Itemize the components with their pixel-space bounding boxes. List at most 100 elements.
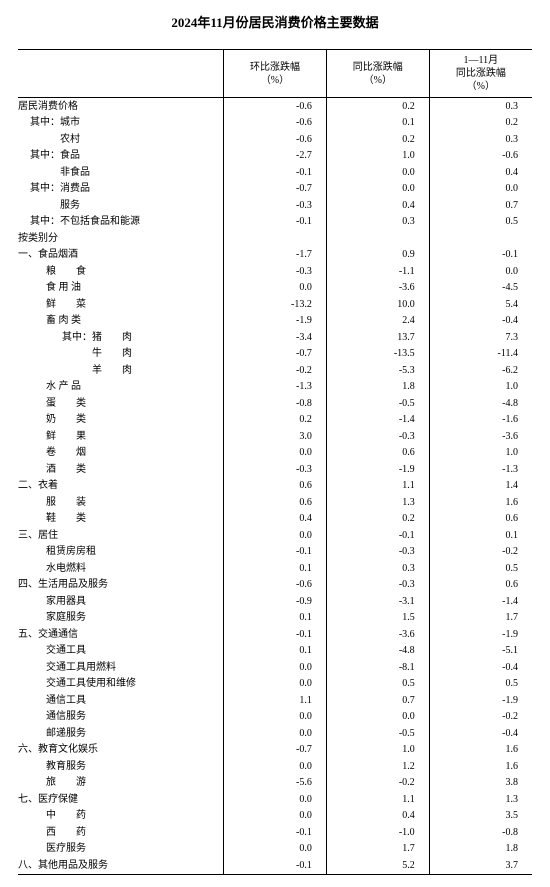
row-value: -0.7 [224,181,327,198]
table-header-row: 环比涨跌幅（%） 同比涨跌幅（%） 1—11月同比涨跌幅（%） [18,50,532,98]
table-row: 五、交通通信-0.1-3.6-1.9 [18,626,532,643]
row-value: 1.0 [326,742,429,759]
row-value: -3.6 [429,428,532,445]
row-value: -0.3 [326,428,429,445]
row-value: -0.2 [224,362,327,379]
table-row: 粮 食-0.3-1.10.0 [18,263,532,280]
row-value: 1.3 [326,494,429,511]
row-value: 1.0 [429,379,532,396]
table-row: 水 产 品-1.31.81.0 [18,379,532,396]
row-value: 1.6 [429,758,532,775]
row-value: 3.0 [224,428,327,445]
row-value: -0.6 [224,115,327,132]
table-row: 中 药0.00.43.5 [18,808,532,825]
row-label: 蛋 类 [18,395,224,412]
row-label: 家用器具 [18,593,224,610]
row-value: 0.2 [326,98,429,115]
row-value: 0.3 [326,214,429,231]
row-value: 0.1 [326,115,429,132]
row-label: 交通工具使用和维修 [18,676,224,693]
row-label: 其中：食品 [18,148,224,165]
row-value: -0.3 [326,577,429,594]
row-value [326,230,429,247]
row-value: 0.6 [429,577,532,594]
row-value: -0.1 [429,247,532,264]
row-label: 按类别分 [18,230,224,247]
row-value: 5.4 [429,296,532,313]
row-label: 水电燃料 [18,560,224,577]
row-value: -1.9 [429,692,532,709]
row-value: -0.4 [429,313,532,330]
row-value: 0.3 [429,131,532,148]
table-row: 畜 肉 类-1.92.4-0.4 [18,313,532,330]
row-value: 0.0 [224,445,327,462]
row-label: 居民消费价格 [18,98,224,115]
table-row: 租赁房房租-0.1-0.3-0.2 [18,544,532,561]
table-row: 鲜 菜-13.210.05.4 [18,296,532,313]
row-value: 0.0 [429,263,532,280]
table-row: 鞋 类0.40.20.6 [18,511,532,528]
table-row: 一、食品烟酒-1.70.9-0.1 [18,247,532,264]
row-value: 3.8 [429,775,532,792]
row-value: -0.8 [429,824,532,841]
row-value: -6.2 [429,362,532,379]
row-label: 奶 类 [18,412,224,429]
row-value: -0.4 [429,725,532,742]
row-value: -4.8 [326,643,429,660]
row-value: -0.6 [224,131,327,148]
row-value: 7.3 [429,329,532,346]
row-value: 0.0 [429,181,532,198]
row-value: -0.1 [224,857,327,874]
row-label: 水 产 品 [18,379,224,396]
table-row: 奶 类0.2-1.4-1.6 [18,412,532,429]
row-label: 七、医疗保健 [18,791,224,808]
row-label: 鞋 类 [18,511,224,528]
table-row: 通信服务0.00.0-0.2 [18,709,532,726]
row-value: -0.8 [224,395,327,412]
row-value: -0.3 [224,263,327,280]
row-label: 通信服务 [18,709,224,726]
row-value: -0.1 [224,164,327,181]
row-value: 0.6 [326,445,429,462]
row-label: 农村 [18,131,224,148]
table-row: 八、其他用品及服务-0.15.23.7 [18,857,532,874]
row-value: 0.0 [224,758,327,775]
row-label: 三、居住 [18,527,224,544]
row-label: 邮递服务 [18,725,224,742]
row-value: -0.2 [429,709,532,726]
table-row: 家用器具-0.9-3.1-1.4 [18,593,532,610]
row-value: 1.4 [429,478,532,495]
table-row: 其中：猪 肉-3.413.77.3 [18,329,532,346]
row-value: -13.2 [224,296,327,313]
table-row: 七、医疗保健0.01.11.3 [18,791,532,808]
row-value: -1.4 [326,412,429,429]
row-value [429,230,532,247]
row-label: 五、交通通信 [18,626,224,643]
row-value: -1.3 [224,379,327,396]
row-label: 二、衣着 [18,478,224,495]
table-row: 蛋 类-0.8-0.5-4.8 [18,395,532,412]
row-value: 0.1 [429,527,532,544]
row-value: -4.5 [429,280,532,297]
table-row: 医疗服务0.01.71.8 [18,841,532,858]
table-row: 教育服务0.01.21.6 [18,758,532,775]
table-row: 水电燃料0.10.30.5 [18,560,532,577]
row-value: -1.3 [429,461,532,478]
table-row: 交通工具使用和维修0.00.50.5 [18,676,532,693]
row-value: -1.7 [224,247,327,264]
row-value: -0.5 [326,725,429,742]
row-value: -1.9 [429,626,532,643]
row-value: 0.0 [224,791,327,808]
row-value: -3.4 [224,329,327,346]
row-value [224,230,327,247]
row-value: 0.9 [326,247,429,264]
row-value: 0.0 [224,725,327,742]
row-label: 酒 类 [18,461,224,478]
table-row: 通信工具1.10.7-1.9 [18,692,532,709]
row-value: 1.3 [429,791,532,808]
row-label: 西 药 [18,824,224,841]
row-label: 卷 烟 [18,445,224,462]
row-value: -0.1 [224,626,327,643]
row-value: 1.1 [326,478,429,495]
table-row: 卷 烟0.00.61.0 [18,445,532,462]
